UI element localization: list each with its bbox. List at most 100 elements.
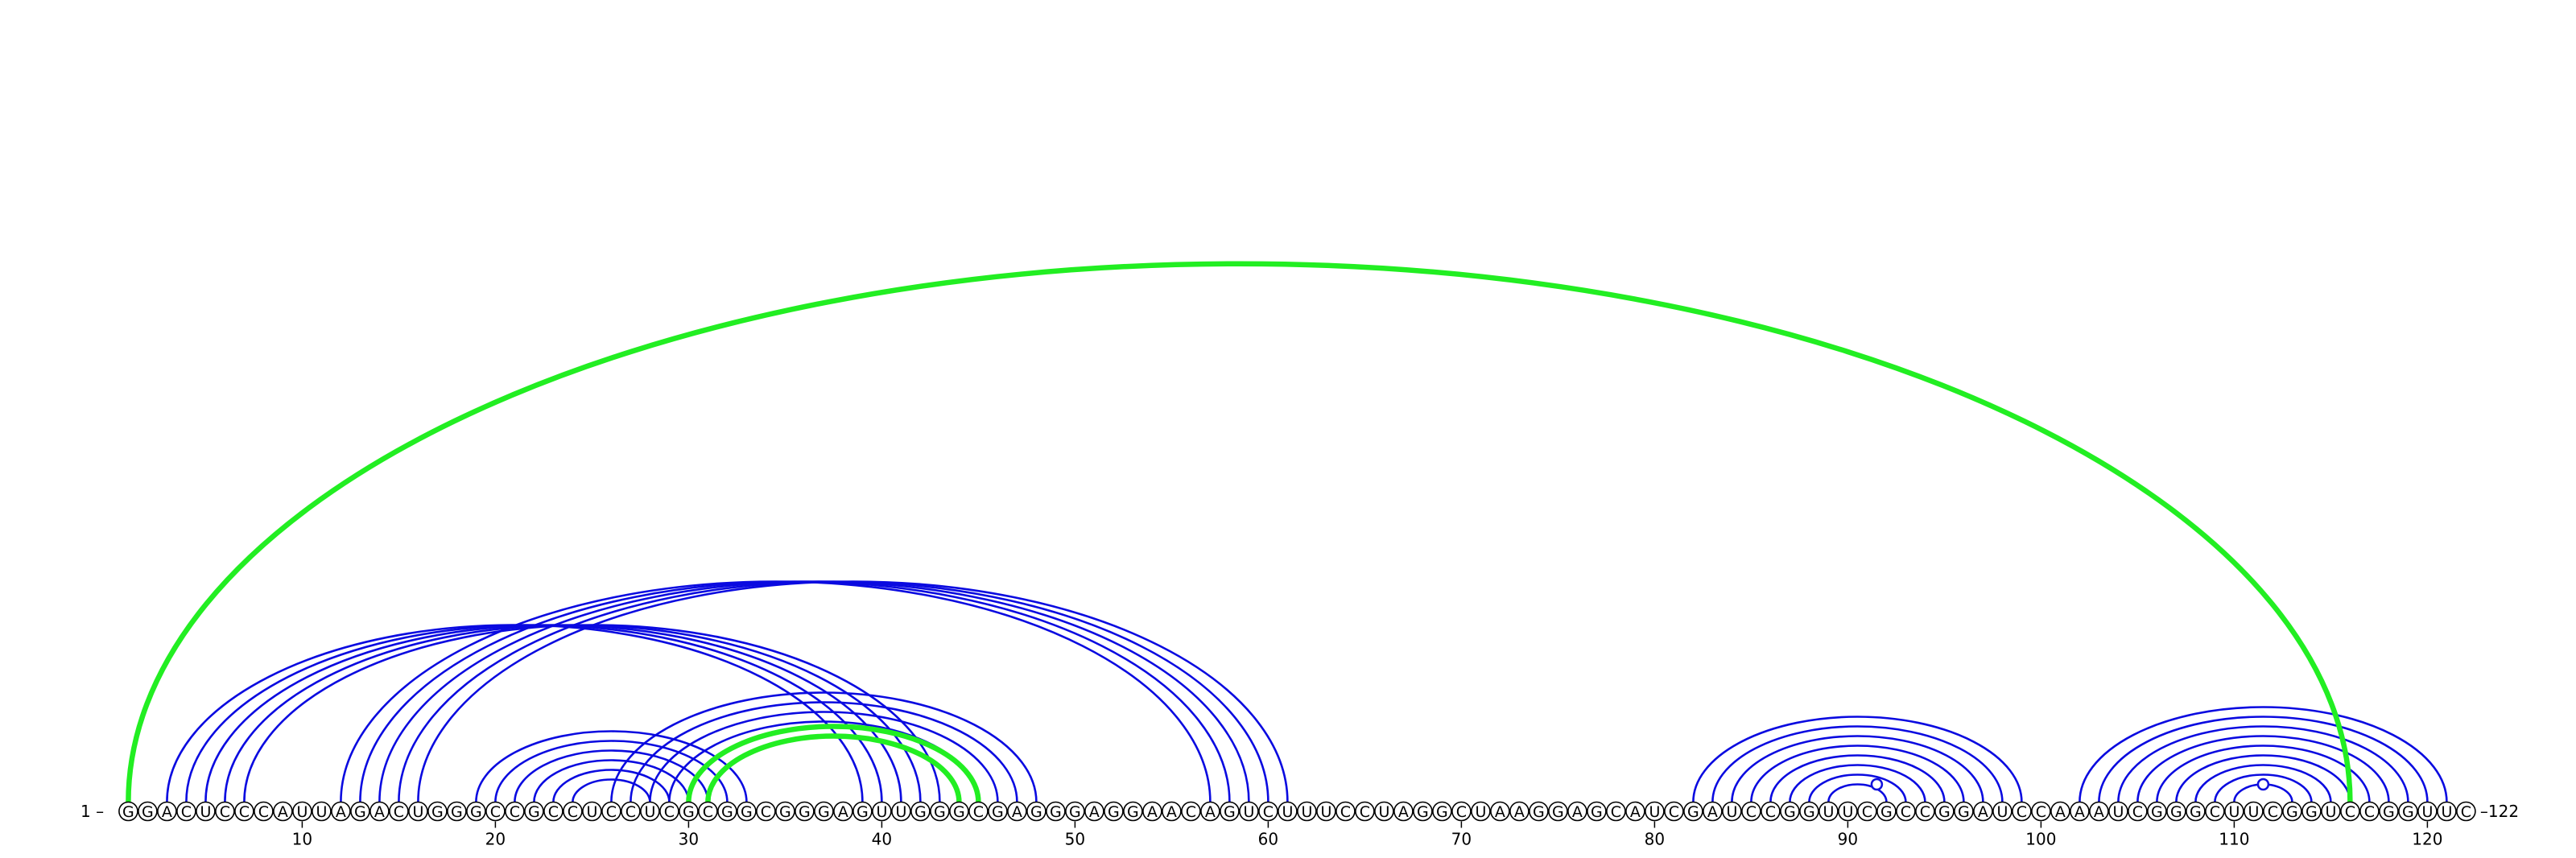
base-pair-arc — [572, 778, 651, 802]
base-pair-arc — [1731, 735, 1984, 802]
nucleotide-letter: A — [2074, 803, 2085, 821]
nucleotide: G — [775, 801, 795, 822]
nucleotide-circle — [2050, 801, 2070, 822]
nucleotide: C — [1181, 801, 1201, 822]
nucleotide-circle — [234, 801, 254, 822]
nucleotide: C — [543, 801, 564, 822]
nucleotide-letter: U — [1996, 803, 2008, 821]
nucleotide-letter: C — [625, 803, 636, 821]
start-label: 1 – — [80, 802, 104, 821]
nucleotide: U — [1278, 801, 1298, 822]
nucleotide: G — [2147, 801, 2167, 822]
nucleotide-letter: U — [2112, 803, 2124, 821]
nucleotide: G — [795, 801, 815, 822]
nucleotide-letter: C — [258, 803, 269, 821]
nucleotide-circle — [254, 801, 274, 822]
nucleotide-letter: C — [568, 803, 578, 821]
nucleotide-letter: C — [1360, 803, 1370, 821]
nucleotide: A — [1567, 801, 1587, 822]
nucleotide-circle — [292, 801, 312, 822]
base-pair-arc — [1789, 764, 1926, 802]
tick-label: 120 — [2412, 830, 2442, 849]
nucleotide: G — [1529, 801, 1549, 822]
nucleotide-letter: U — [316, 803, 327, 821]
nucleotide: U — [1992, 801, 2013, 822]
nucleotide-letter: G — [779, 803, 791, 821]
nucleotide-letter: U — [296, 803, 308, 821]
nucleotide: C — [601, 801, 621, 822]
nucleotide: G — [2166, 801, 2186, 822]
nucleotide-circle — [814, 801, 834, 822]
nucleotide-letter: G — [1108, 803, 1120, 821]
nucleotide: U — [2224, 801, 2244, 822]
nucleotide-circle — [1046, 801, 1066, 822]
nucleotide: G — [737, 801, 757, 822]
nucleotide-letter: G — [470, 803, 482, 821]
base-pair-arc — [610, 691, 1038, 802]
nucleotide: G — [1046, 801, 1066, 822]
nucleotide-letter: C — [1456, 803, 1467, 821]
nucleotide-letter: G — [1880, 803, 1893, 821]
nucleotide-circle — [582, 801, 602, 822]
nucleotide-letter: G — [1030, 803, 1042, 821]
nucleotide-letter: C — [606, 803, 617, 821]
nucleotide-circle — [118, 801, 138, 822]
nucleotide-circle — [1432, 801, 1452, 822]
nucleotide-letter: U — [2325, 803, 2336, 821]
nucleotide-circle — [795, 801, 815, 822]
base-pair-arc — [2156, 745, 2371, 802]
nucleotide-letter: A — [336, 803, 346, 821]
base-pair-arc — [2136, 735, 2390, 802]
nucleotide-letter: G — [1224, 803, 1236, 821]
nucleotide-circle — [2108, 801, 2128, 822]
nucleotide: C — [1915, 801, 1935, 822]
pseudoknot-arc — [705, 733, 962, 802]
nucleotide-letter: A — [1978, 803, 1988, 821]
nucleotide-circle — [1258, 801, 1278, 822]
nucleotide-circle — [1471, 801, 1491, 822]
nucleotide: G — [1026, 801, 1046, 822]
nucleotide-circle — [1703, 801, 1723, 822]
noncanonical-pair-marker — [2256, 778, 2270, 791]
nucleotide-letter: G — [1958, 803, 1970, 821]
nucleotide: U — [2244, 801, 2264, 822]
nucleotide: A — [157, 801, 177, 822]
nucleotide: C — [563, 801, 583, 822]
nucleotide: U — [582, 801, 602, 822]
nucleotide: U — [408, 801, 428, 822]
nucleotide: A — [2070, 801, 2090, 822]
nucleotide-circle — [1645, 801, 1665, 822]
nucleotide-letter: G — [528, 803, 540, 821]
nucleotide: A — [369, 801, 390, 822]
nucleotide-circle — [1162, 801, 1182, 822]
nucleotide-letter: U — [1301, 803, 1312, 821]
nucleotide: G — [1587, 801, 1607, 822]
nucleotide-circle — [1973, 801, 1993, 822]
nucleotide: C — [1606, 801, 1626, 822]
nucleotide: G — [1683, 801, 1703, 822]
nucleotide-letter: C — [1186, 803, 1196, 821]
nucleotide-circle — [1297, 801, 1317, 822]
nucleotide-circle — [1065, 801, 1085, 822]
noncanonical-markers — [1870, 778, 2270, 791]
nucleotide: G — [2186, 801, 2206, 822]
nucleotide-circle — [988, 801, 1008, 822]
nucleotide-letter: A — [278, 803, 288, 821]
nucleotide-letter: G — [818, 803, 830, 821]
nucleotide: G — [1548, 801, 1568, 822]
nucleotide: C — [2263, 801, 2283, 822]
nucleotide-letter: U — [1243, 803, 1254, 821]
nucleotide-circle — [1876, 801, 1897, 822]
nucleotide: G — [717, 801, 737, 822]
nucleotide-circle — [949, 801, 969, 822]
nucleotide-circle — [872, 801, 892, 822]
tick-label: 10 — [292, 830, 312, 849]
nucleotide-letter: C — [548, 803, 559, 821]
nucleotide-letter: G — [2402, 803, 2414, 821]
nucleotide-letter: G — [2170, 803, 2182, 821]
nucleotide-letter: U — [644, 803, 655, 821]
nucleotide-circle — [698, 801, 718, 822]
tick-label: 40 — [872, 830, 892, 849]
nucleotide-circle — [2147, 801, 2167, 822]
nucleotide-circle — [968, 801, 989, 822]
